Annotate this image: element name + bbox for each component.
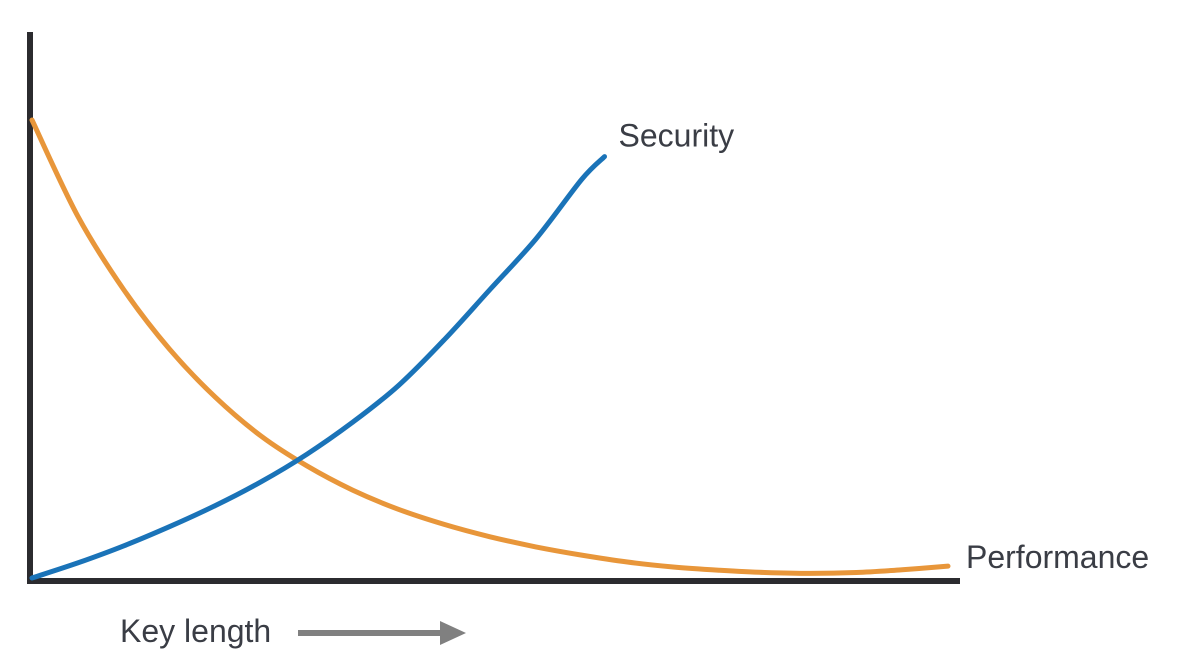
x-axis-label: Key length	[120, 613, 271, 649]
series-label-security: Security	[619, 118, 735, 154]
series-line-performance	[29, 117, 951, 576]
arrow-right-icon	[298, 621, 466, 645]
series-layer: Performance Security	[29, 117, 1149, 581]
series-line-security	[29, 154, 607, 581]
series-label-performance: Performance	[966, 539, 1149, 575]
